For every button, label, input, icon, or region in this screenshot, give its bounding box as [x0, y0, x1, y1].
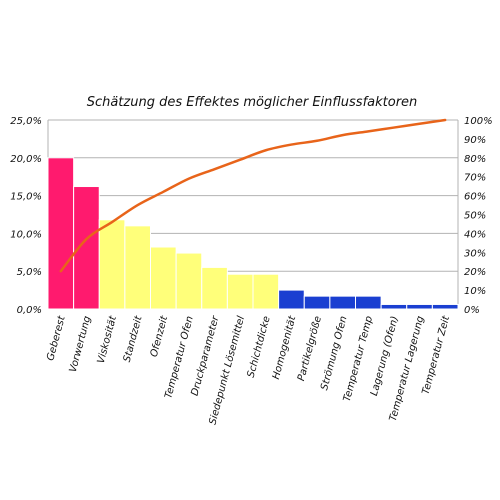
y-left-tick-label-0: 0,0%	[17, 305, 42, 316]
bar-12	[355, 295, 382, 310]
bar-10	[303, 295, 331, 310]
y-left-tick-label-4: 20,0%	[10, 154, 42, 165]
y-left-axis: 0,0% 5,0% 10,0% 15,0% 20,0% 25,0%	[10, 116, 42, 316]
y-right-tick-label-2: 20%	[464, 267, 486, 278]
y-right-tick-label-1: 10%	[464, 286, 486, 297]
y-left-tick-label-1: 5,0%	[17, 267, 42, 278]
x-category-label-2: Viskosität	[96, 314, 120, 365]
bar-2	[98, 219, 126, 310]
y-right-tick-label-0: 0%	[464, 305, 480, 316]
y-right-tick-label-6: 60%	[464, 192, 486, 203]
x-category-label-0: Geberest	[45, 314, 68, 362]
bar-8	[252, 273, 280, 310]
chart-title: Schätzung des Effektes möglicher Einflus…	[87, 95, 418, 110]
x-category-label-10: Partikelgröße	[296, 315, 324, 382]
y-right-tick-label-10: 100%	[464, 116, 493, 127]
y-right-axis: 0% 10% 20% 30% 40% 50% 60% 70% 80% 90% 100%	[464, 116, 493, 316]
x-category-label-11: Strömung Ofen	[319, 315, 349, 392]
bar-14	[406, 303, 433, 310]
x-category-label-4: Ofenzeit	[149, 314, 171, 358]
y-left-tick-label-2: 10,0%	[10, 229, 42, 240]
y-right-tick-label-5: 50%	[464, 211, 486, 222]
y-right-tick-label-7: 70%	[464, 173, 486, 184]
x-axis-categories: Geberest Vorwertung Viskosität Standzeit Ofe…	[45, 314, 452, 426]
x-category-label-1: Vorwertung	[68, 315, 94, 374]
bar-5	[175, 252, 203, 310]
bar-6	[201, 266, 228, 310]
x-category-label-15: Temperatur Zeit	[421, 314, 453, 396]
y-right-tick-label-8: 80%	[464, 154, 486, 165]
y-right-tick-label-3: 30%	[464, 248, 486, 259]
x-category-label-9: Homogenität	[271, 314, 299, 381]
bar-7	[226, 273, 254, 310]
y-right-tick-label-4: 40%	[464, 229, 486, 240]
bar-0	[47, 157, 75, 310]
bar-13	[380, 303, 408, 310]
y-right-tick-label-9: 90%	[464, 135, 486, 146]
x-category-label-3: Standzeit	[122, 314, 145, 363]
x-category-label-13: Lagerung (Ofen)	[369, 315, 401, 397]
bar-15	[431, 303, 459, 310]
bar-3	[124, 225, 151, 310]
y-left-tick-label-5: 25,0%	[10, 116, 42, 127]
bar-11	[329, 295, 356, 310]
cumulative-line	[59, 118, 447, 273]
bar-9	[278, 289, 305, 310]
bar-4	[150, 246, 177, 310]
bars-group	[47, 157, 459, 310]
x-category-label-8: Schichtdicke	[246, 315, 273, 379]
y-left-tick-label-3: 15,0%	[10, 192, 42, 203]
cumulative-line-group	[59, 118, 447, 273]
